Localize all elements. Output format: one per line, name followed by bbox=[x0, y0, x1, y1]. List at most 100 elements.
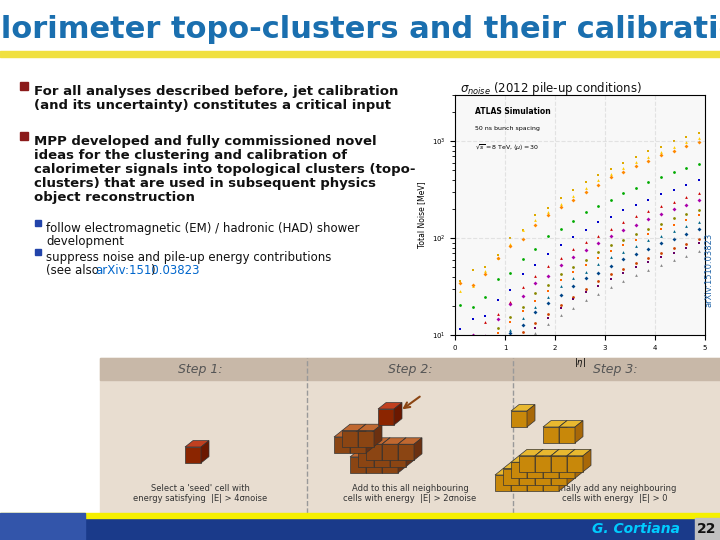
Point bbox=[618, 255, 629, 264]
Polygon shape bbox=[519, 456, 535, 472]
Polygon shape bbox=[358, 430, 374, 447]
Point bbox=[605, 241, 616, 249]
Polygon shape bbox=[378, 409, 394, 425]
Point bbox=[567, 195, 579, 204]
Point bbox=[492, 332, 503, 341]
Point bbox=[680, 142, 692, 151]
Point bbox=[593, 171, 604, 180]
Polygon shape bbox=[575, 456, 583, 478]
Polygon shape bbox=[503, 462, 527, 469]
Bar bbox=[0, 513, 720, 518]
Point bbox=[505, 298, 516, 306]
Bar bbox=[0, 513, 85, 540]
Point bbox=[630, 162, 642, 171]
Point bbox=[530, 303, 541, 312]
Point bbox=[643, 244, 654, 253]
Polygon shape bbox=[567, 449, 575, 472]
Polygon shape bbox=[366, 457, 382, 473]
Point bbox=[618, 189, 629, 198]
Point bbox=[680, 164, 692, 172]
Point bbox=[655, 190, 667, 198]
Point bbox=[693, 218, 704, 226]
Text: development: development bbox=[46, 235, 124, 248]
Point bbox=[554, 311, 566, 320]
Polygon shape bbox=[551, 462, 575, 469]
Point bbox=[492, 361, 503, 370]
Polygon shape bbox=[503, 469, 519, 484]
Point bbox=[530, 288, 541, 297]
Point bbox=[655, 260, 667, 269]
Bar bbox=[35, 249, 41, 255]
Point bbox=[467, 266, 478, 274]
X-axis label: $|\eta|$: $|\eta|$ bbox=[574, 356, 586, 369]
Point bbox=[693, 159, 704, 168]
Point bbox=[554, 225, 566, 233]
Point bbox=[668, 137, 680, 146]
Point bbox=[618, 226, 629, 234]
Point bbox=[668, 185, 680, 194]
Point bbox=[668, 220, 680, 229]
Polygon shape bbox=[414, 438, 422, 460]
Point bbox=[554, 203, 566, 212]
Point bbox=[668, 168, 680, 177]
Point bbox=[530, 221, 541, 230]
Point bbox=[454, 301, 466, 309]
Polygon shape bbox=[567, 462, 575, 484]
Point bbox=[505, 241, 516, 250]
Point bbox=[593, 176, 604, 184]
Bar bbox=[100, 358, 720, 513]
Y-axis label: Total Noise [MeV]: Total Noise [MeV] bbox=[417, 181, 426, 248]
Text: Step 2:: Step 2: bbox=[387, 362, 432, 375]
Polygon shape bbox=[559, 427, 575, 443]
Point bbox=[643, 195, 654, 204]
Point bbox=[580, 288, 591, 297]
Text: ideas for the clustering and calibration of: ideas for the clustering and calibration… bbox=[34, 149, 347, 162]
Point bbox=[505, 234, 516, 242]
Polygon shape bbox=[382, 438, 390, 460]
Polygon shape bbox=[511, 456, 535, 462]
Point bbox=[630, 152, 642, 161]
Point bbox=[542, 232, 554, 241]
Point bbox=[693, 234, 704, 243]
Point bbox=[480, 267, 491, 275]
Point bbox=[618, 265, 629, 273]
Point bbox=[655, 151, 667, 160]
Point bbox=[480, 332, 491, 341]
Polygon shape bbox=[543, 462, 559, 478]
Polygon shape bbox=[185, 447, 201, 463]
Point bbox=[618, 158, 629, 167]
Point bbox=[680, 180, 692, 189]
Point bbox=[517, 283, 528, 292]
Point bbox=[655, 202, 667, 211]
Point bbox=[480, 343, 491, 352]
Point bbox=[567, 304, 579, 313]
Point bbox=[655, 143, 667, 151]
Polygon shape bbox=[567, 449, 591, 456]
Polygon shape bbox=[511, 469, 519, 491]
Point bbox=[643, 214, 654, 223]
Text: suppress noise and pile-up energy contributions: suppress noise and pile-up energy contri… bbox=[46, 251, 331, 264]
Point bbox=[517, 321, 528, 329]
Point bbox=[643, 236, 654, 245]
Point bbox=[492, 315, 503, 323]
Polygon shape bbox=[551, 449, 559, 472]
Point bbox=[693, 247, 704, 255]
Point bbox=[530, 324, 541, 333]
Polygon shape bbox=[382, 444, 398, 460]
Point bbox=[454, 332, 466, 341]
Point bbox=[643, 254, 654, 262]
Polygon shape bbox=[390, 450, 406, 467]
Point bbox=[655, 231, 667, 240]
Text: Step 3:: Step 3: bbox=[593, 362, 637, 375]
Polygon shape bbox=[527, 469, 551, 475]
Point bbox=[630, 235, 642, 244]
Polygon shape bbox=[495, 475, 511, 491]
Polygon shape bbox=[559, 421, 583, 427]
Point bbox=[467, 302, 478, 311]
Point bbox=[492, 251, 503, 259]
Polygon shape bbox=[535, 449, 543, 472]
Point bbox=[630, 220, 642, 229]
Point bbox=[480, 335, 491, 343]
Point bbox=[567, 232, 579, 241]
Point bbox=[517, 225, 528, 234]
